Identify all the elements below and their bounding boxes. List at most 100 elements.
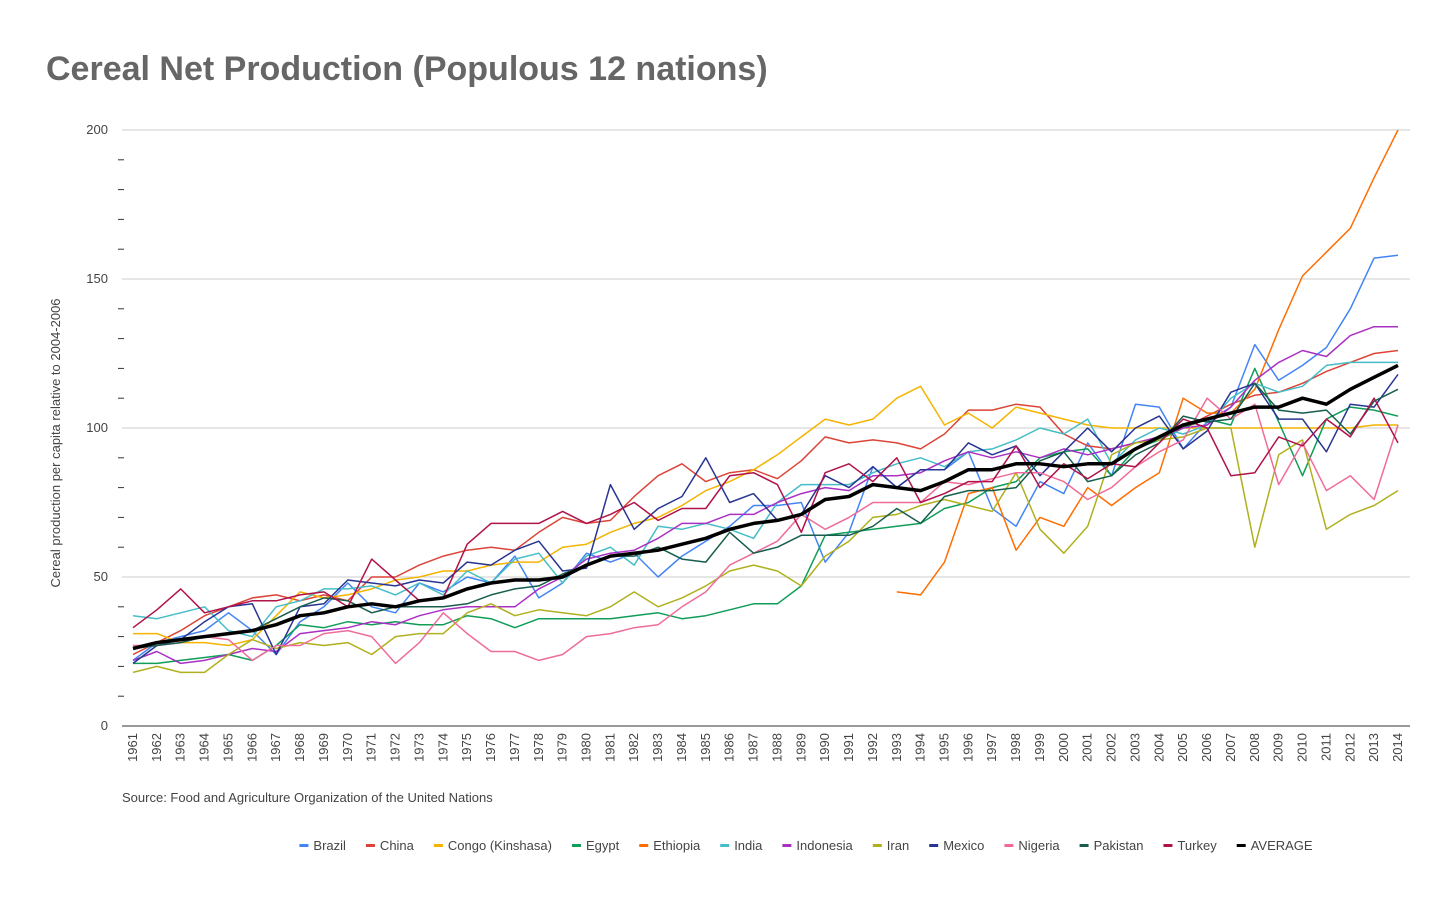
x-tick-label: 2005 [1175,733,1190,762]
x-tick-label: 1999 [1032,733,1047,762]
y-tick-label: 50 [94,569,108,584]
x-tick-label: 1977 [507,733,522,762]
x-tick-label: 2007 [1223,733,1238,762]
x-tick-label: 1993 [889,733,904,762]
y-tick-label: 0 [101,718,108,733]
legend-swatch [929,844,939,847]
legend-label: AVERAGE [1251,838,1313,853]
legend-label: China [380,838,415,853]
x-tick-label: 1975 [459,733,474,762]
legend-label: India [734,838,763,853]
legend-label: Indonesia [796,838,853,853]
legend-label: Ethiopia [653,838,701,853]
x-tick-label: 1994 [913,733,928,762]
x-tick-label: 1962 [149,733,164,762]
series-line [132,373,1399,665]
x-tick-label: 1979 [555,733,570,762]
legend-swatch [1004,844,1014,847]
series-line [132,325,1398,665]
x-tick-label: 1995 [937,733,952,762]
x-tick-label: 1966 [244,733,259,762]
x-tick-label: 2009 [1271,733,1286,762]
legend-swatch [365,844,375,847]
x-tick-label: 1967 [268,733,283,762]
x-tick-label: 1971 [364,733,379,762]
x-tick-label: 1978 [531,733,546,762]
series-line [133,397,1399,665]
series-line [132,397,1399,629]
legend-swatch [872,844,882,847]
x-tick-label: 1985 [698,733,713,762]
x-tick-label: 2014 [1390,733,1405,762]
legend-swatch [1079,844,1089,847]
legend-swatch [782,844,792,847]
legend-label: Brazil [313,838,346,853]
x-tick-label: 2006 [1199,733,1214,762]
legend: Brazil China Congo (Kinshasa) Egypt Ethiopia… [299,838,1313,853]
legend-swatch [639,844,649,847]
x-tick-label: 2004 [1151,733,1166,762]
x-tick-label: 1984 [674,733,689,762]
legend-swatch [433,844,443,847]
legend-label: Nigeria [1018,838,1060,853]
x-tick-label: 1997 [984,733,999,762]
x-tick-label: 1974 [435,733,450,762]
x-tick-label: 1973 [411,733,426,762]
y-axis-label: Cereal production per capita relative to… [48,298,63,587]
x-tick-label: 2013 [1366,733,1381,762]
x-tick-label: 1987 [746,733,761,762]
x-tick-label: 1981 [602,733,617,762]
x-tick-label: 1992 [865,733,880,762]
x-tick-label: 1986 [722,733,737,762]
x-tick-label: 1963 [173,733,188,762]
x-tick-label: 2002 [1104,733,1119,762]
legend-label: Egypt [586,838,620,853]
x-tick-label: 1980 [578,733,593,762]
legend-label: Iran [887,838,909,853]
x-tick-label: 1969 [316,733,331,762]
x-tick-label: 1991 [841,733,856,762]
x-tick-label: 1989 [793,733,808,762]
legend-label: Mexico [943,838,984,853]
series-line [132,254,1399,662]
y-tick-label: 100 [86,420,108,435]
x-tick-label: 1968 [292,733,307,762]
y-tick-label: 150 [86,271,108,286]
x-tick-label: 1976 [483,733,498,762]
x-tick-label: 2010 [1295,733,1310,762]
x-tick-label: 1965 [220,733,235,762]
x-tick-label: 1988 [769,733,784,762]
series-line [133,385,1398,647]
x-tick-label: 1964 [197,733,212,762]
x-tick-label: 1996 [960,733,975,762]
x-tick-label: 1982 [626,733,641,762]
source-note: Source: Food and Agriculture Organizatio… [122,790,493,805]
legend-swatch [1163,844,1173,847]
x-tick-label: 1998 [1008,733,1023,762]
series-line [132,349,1399,656]
x-tick-label: 2011 [1318,733,1333,761]
legend-label: Congo (Kinshasa) [448,838,552,853]
chart-title: Cereal Net Production (Populous 12 natio… [46,50,768,88]
series-line [896,129,1399,596]
x-tick-label: 1970 [340,733,355,762]
series-line [132,382,1399,650]
series-line [133,367,1399,665]
x-tick-label: 2003 [1127,733,1142,762]
legend-swatch [1236,844,1246,847]
x-tick-label: 1990 [817,733,832,762]
legend-swatch [571,844,581,847]
x-tick-label: 2000 [1056,733,1071,762]
x-tick-label: 2008 [1247,733,1262,762]
legend-label: Turkey [1177,838,1217,853]
legend-label: Pakistan [1094,838,1144,853]
legend-swatch [299,844,309,847]
series-line [132,363,1399,651]
legend-swatch [720,844,730,847]
x-tick-label: 1961 [125,733,140,762]
x-tick-label: 2012 [1342,733,1357,762]
series-line [132,427,1399,674]
y-tick-label: 200 [86,122,108,137]
x-tick-label: 1983 [650,733,665,762]
x-tick-label: 2001 [1080,733,1095,762]
